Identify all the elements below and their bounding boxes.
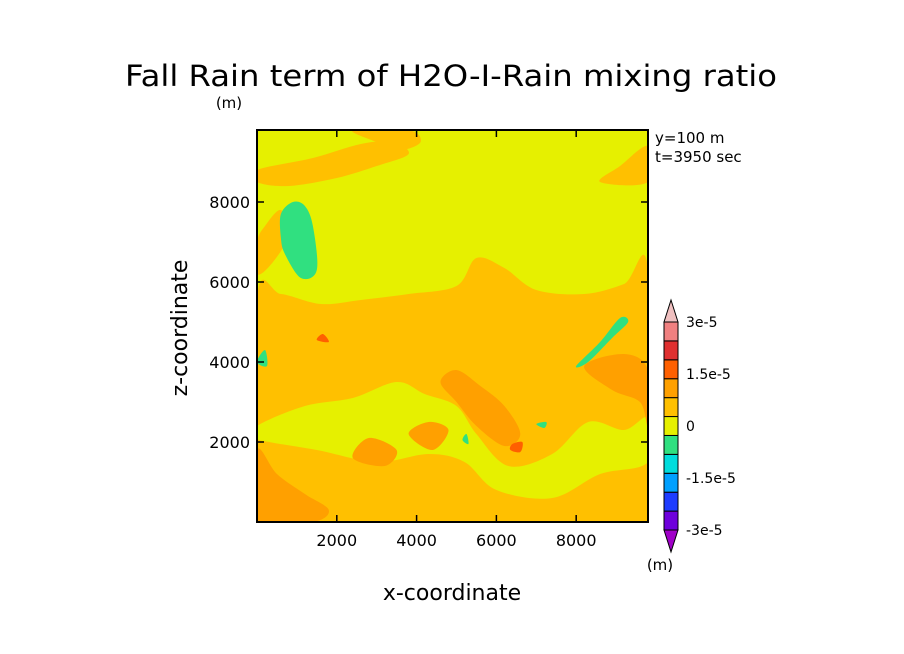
- contour-region-15: [575, 316, 629, 368]
- contour-regions: [257, 130, 648, 522]
- x-tick-label: 4000: [396, 531, 437, 550]
- colorbar-label: -1.5e-5: [686, 471, 736, 487]
- x-tick-label: 6000: [476, 531, 517, 550]
- colorbar-swatch: [663, 359, 679, 380]
- annotation-y: y=100 m: [655, 129, 724, 147]
- contour-region-7: [440, 369, 521, 447]
- colorbar-swatch: [663, 510, 679, 531]
- x-tick-label: 2000: [316, 531, 357, 550]
- colorbar-swatch: [663, 491, 679, 512]
- colorbar-unit-label: (m): [647, 556, 673, 574]
- contour-region-2: [351, 130, 421, 150]
- y-axis-label: z-coordinate: [168, 260, 193, 397]
- y-tick-label: 6000: [209, 273, 250, 292]
- contour-region-17: [462, 433, 469, 445]
- colorbar-min-arrow: [663, 529, 679, 554]
- contour-region-14: [279, 201, 318, 280]
- contour-region-10: [408, 421, 449, 451]
- y-tick-label: 8000: [209, 193, 250, 212]
- colorbar-labels: 3e-5 1.5e-5 0 -1.5e-5 -3e-5: [686, 315, 736, 539]
- colorbar-swatch: [663, 340, 679, 361]
- contour-region-12: [509, 441, 523, 453]
- colorbar-label: 1.5e-5: [686, 367, 731, 383]
- colorbar-label: 3e-5: [686, 315, 717, 331]
- x-axis-label: x-coordinate: [383, 581, 521, 606]
- colorbar-swatch: [663, 416, 679, 436]
- colorbar-swatch: [663, 378, 679, 399]
- colorbar-swatch: [663, 434, 679, 455]
- colorbar-swatch: [663, 453, 679, 474]
- colorbar-max-arrow: [663, 298, 679, 323]
- colorbar-swatch: [663, 321, 679, 342]
- colorbar-label: -3e-5: [686, 523, 723, 539]
- contour-region-18: [536, 421, 547, 429]
- annotation-t: t=3950 sec: [655, 148, 742, 166]
- plot-frame: [256, 129, 649, 523]
- contour-region-11: [352, 437, 398, 467]
- colorbar-swatch: [663, 472, 679, 493]
- contour-region-9: [584, 353, 648, 427]
- y-tick-label: 4000: [209, 353, 250, 372]
- colorbar-swatch: [663, 397, 679, 418]
- colorbar: [663, 298, 679, 554]
- x-tick-label: 8000: [556, 531, 597, 550]
- plot-area: [256, 129, 649, 523]
- chart-unit-subtitle: (m): [216, 94, 242, 112]
- contour-region-3: [599, 145, 648, 186]
- contour-region-1: [257, 141, 410, 187]
- chart-title: Fall Rain term of H2O-I-Rain mixing rati…: [125, 59, 777, 93]
- colorbar-label: 0: [686, 419, 695, 435]
- x-axis-ticks: 2000 4000 6000 8000: [316, 130, 597, 550]
- contour-region-6: [257, 381, 648, 499]
- contour-region-13: [316, 333, 329, 343]
- y-axis-ticks: 2000 4000 6000 8000: [209, 193, 648, 452]
- y-tick-label: 2000: [209, 433, 250, 452]
- contour-region-8: [257, 448, 329, 522]
